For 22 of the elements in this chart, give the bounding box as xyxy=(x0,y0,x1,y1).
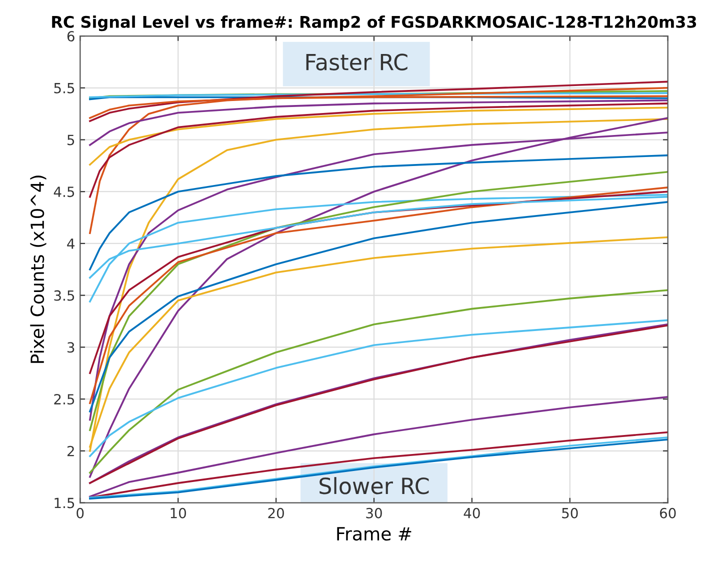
x-tick-label: 60 xyxy=(660,508,676,518)
annotation: Slower RC xyxy=(320,477,429,494)
y-tick-label: 3.5 xyxy=(54,290,74,301)
y-tick-label: 2 xyxy=(67,446,74,456)
x-tick-label: 20 xyxy=(268,508,284,518)
y-tick-label: 5 xyxy=(68,134,74,146)
y-axis-title: Pixel Counts (x10^4) xyxy=(30,176,46,363)
y-tick-label: 4 xyxy=(67,238,74,249)
chart-title: RC Signal Level vs frame#: Ramp2 of FGSDARKMOSAIC-128-T12h20m33 xyxy=(52,16,696,32)
x-tick-label: 10 xyxy=(170,508,186,518)
y-tick-label: 4.5 xyxy=(54,186,74,198)
y-tick-label: 1.5 xyxy=(54,498,74,508)
y-tick-label: 3 xyxy=(68,342,74,353)
x-tick-label: 30 xyxy=(366,508,382,518)
annotation: Faster RC xyxy=(306,54,408,70)
y-tick-label: 2.5 xyxy=(54,394,74,405)
y-tick-label: 6 xyxy=(67,31,74,42)
x-tick-label: 50 xyxy=(562,508,578,518)
y-tick-label: 5.5 xyxy=(54,83,74,94)
x-axis-title: Frame # xyxy=(337,527,412,541)
x-tick-label: 40 xyxy=(464,508,480,518)
x-tick-label: 0 xyxy=(76,508,84,518)
